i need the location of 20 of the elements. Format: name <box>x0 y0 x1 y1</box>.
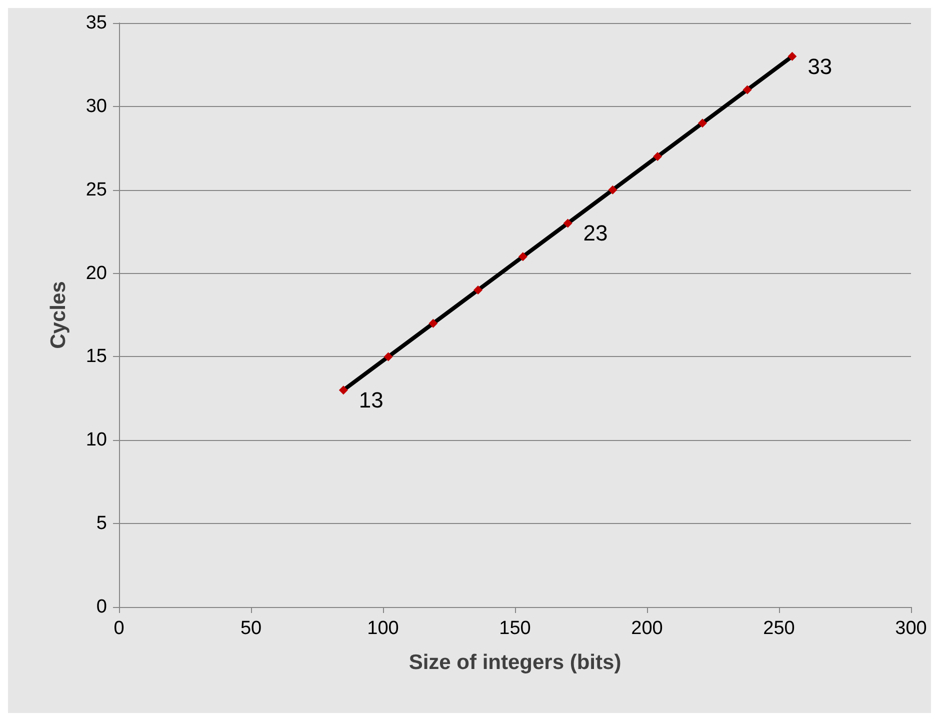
y-tick-label: 35 <box>86 12 107 34</box>
y-tick-label: 25 <box>86 179 107 200</box>
x-tick-label: 200 <box>631 618 663 639</box>
data-label: 13 <box>358 388 384 413</box>
data-label: 33 <box>808 54 832 79</box>
y-axis-title: Cycles <box>47 281 70 349</box>
y-tick-label: 15 <box>86 346 107 368</box>
x-tick-label: 250 <box>763 618 795 639</box>
x-tick-label: 0 <box>114 618 124 639</box>
x-tick-label: 100 <box>367 618 399 639</box>
y-tick-label: 20 <box>86 262 107 284</box>
y-tick-label: 0 <box>96 596 107 618</box>
y-tick-label: 10 <box>86 430 107 451</box>
x-tick-label: 50 <box>240 618 262 639</box>
x-tick-label: 300 <box>895 618 927 639</box>
x-axis-title: Size of integers (bits) <box>408 651 622 674</box>
x-tick-label: 150 <box>499 618 531 639</box>
y-tick-label: 5 <box>96 513 107 534</box>
y-tick-label: 30 <box>86 96 107 117</box>
data-label: 23 <box>583 220 608 246</box>
